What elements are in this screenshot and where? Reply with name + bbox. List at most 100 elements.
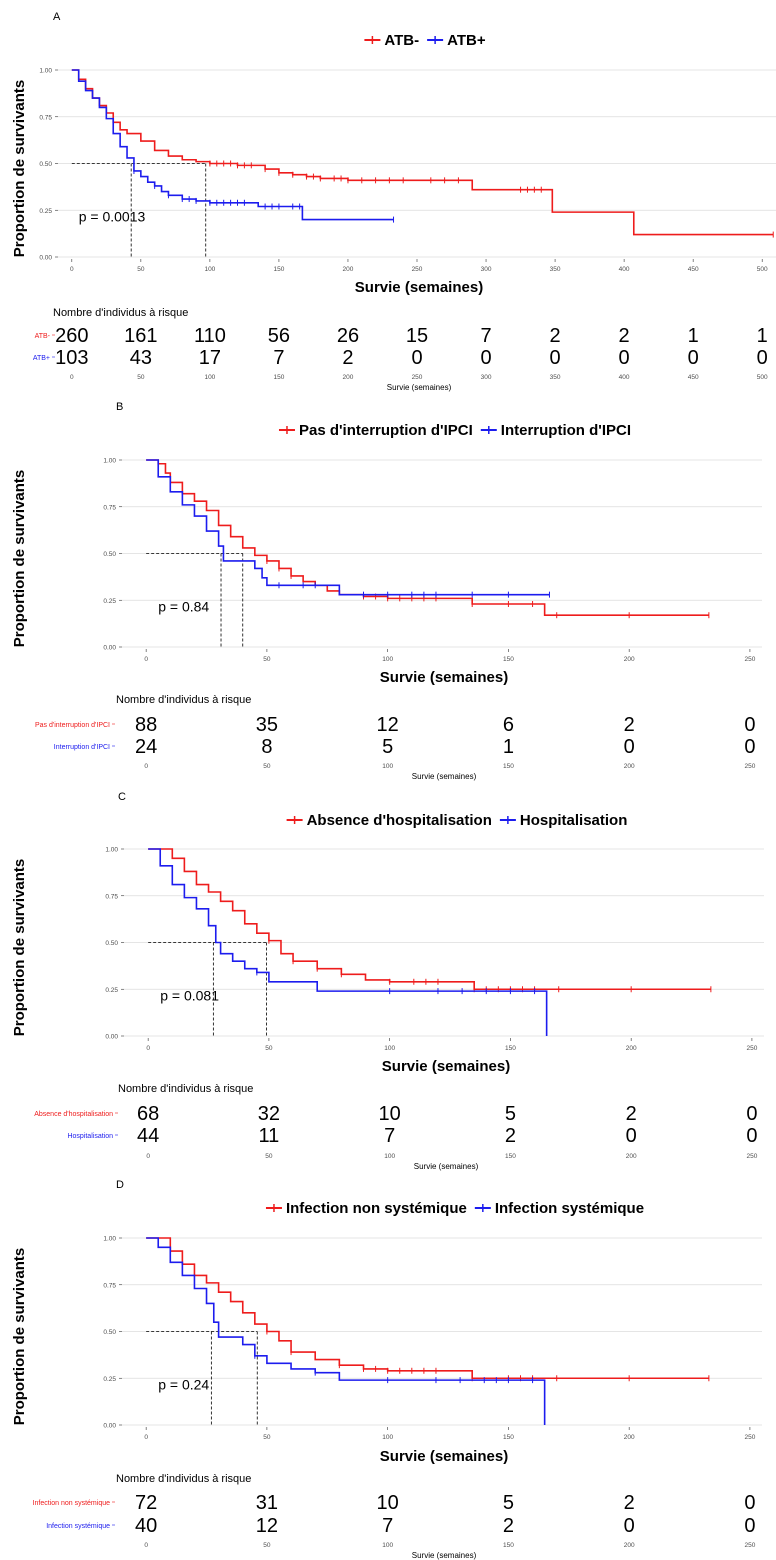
risk-value: 0 [619,347,630,369]
risk-value: 0 [744,736,755,758]
risk-x-tick-label: 200 [624,763,635,770]
risk-value: 2 [624,714,635,736]
risk-x-tick-label: 500 [757,374,768,381]
panel-c: C Absence d'hospitalisation Hospitalisatio… [11,791,764,1171]
survival-curve-blue [148,848,548,1036]
legend-label: Infection systémique [495,1200,644,1217]
y-tick-label: 0.75 [39,114,52,121]
risk-x-tick-label: 100 [382,763,393,770]
x-axis-title: Survie (semaines) [380,669,508,686]
risk-value: 2 [624,1492,635,1514]
risk-value: 0 [411,347,422,369]
risk-value: 2 [503,1515,514,1537]
panel-letter: C [118,791,126,803]
panel-d: D Infection non systémique Infection systé… [11,1179,762,1560]
legend-label: Pas d'interruption d'IPCI [299,422,473,439]
x-tick-label: 100 [382,656,393,663]
risk-row-label: Infection non systémique [33,1500,111,1507]
risk-value: 110 [194,325,226,347]
risk-table-title: Nombre d'individus à risque [118,1083,253,1095]
y-tick-label: 0.50 [103,551,116,558]
risk-x-tick-label: 200 [343,374,354,381]
x-tick-label: 250 [412,266,423,273]
risk-x-tick-label: 250 [744,763,755,770]
legend-label: Absence d'hospitalisation [307,812,492,829]
risk-value: 32 [258,1103,280,1125]
p-value: p = 0.0013 [79,208,146,224]
y-tick-label: 0.25 [103,1376,116,1383]
risk-x-tick-label: 350 [550,374,561,381]
risk-value: 0 [624,736,635,758]
risk-value: 161 [124,325,157,347]
x-tick-label: 150 [273,266,284,273]
y-axis-title: Proportion de survivants [11,470,28,648]
risk-value: 56 [268,325,290,347]
risk-x-tick-label: 50 [263,1542,271,1549]
x-tick-label: 150 [503,656,514,663]
risk-value: 5 [503,1492,514,1514]
y-tick-label: 0.50 [39,161,52,168]
y-tick-label: 1.00 [39,68,52,75]
risk-row-label: Interruption d'IPCI [54,744,110,751]
y-axis-title: Proportion de survivants [11,859,28,1037]
risk-value: 0 [624,1515,635,1537]
x-tick-label: 0 [144,1434,148,1441]
x-tick-label: 50 [137,266,145,273]
risk-x-tick-label: 0 [144,763,148,770]
risk-value: 0 [688,347,699,369]
x-tick-label: 250 [744,1434,755,1441]
risk-x-tick-label: 400 [619,374,630,381]
x-tick-label: 500 [757,266,768,273]
panel-letter: B [116,401,123,413]
risk-table-x-title: Survie (semaines) [412,772,477,781]
risk-value: 7 [273,347,284,369]
risk-row-label: ATB- [35,333,51,340]
risk-value: 72 [135,1492,157,1514]
legend: Infection non systémique Infection systém… [265,1200,644,1217]
risk-value: 44 [137,1125,159,1147]
x-axis-title: Survie (semaines) [355,279,483,296]
x-tick-label: 100 [204,266,215,273]
panel-letter: A [53,11,61,23]
x-tick-label: 300 [481,266,492,273]
risk-x-tick-label: 0 [144,1542,148,1549]
y-tick-label: 0.25 [103,598,116,605]
risk-value: 0 [746,1125,757,1147]
median-lines [71,163,207,257]
risk-row-label: ATB+ [33,355,50,362]
x-tick-label: 50 [265,1045,273,1052]
median-lines [148,942,267,1036]
risk-value: 10 [379,1103,401,1125]
risk-x-tick-label: 150 [273,374,284,381]
risk-table: Nombre d'individus à risque Infection non… [33,1473,756,1560]
x-tick-label: 400 [619,266,630,273]
risk-value: 0 [744,1492,755,1514]
risk-value: 260 [55,325,88,347]
risk-row-label: Infection systémique [46,1523,110,1530]
risk-value: 17 [199,347,221,369]
censor-marks [266,557,710,619]
risk-value: 5 [382,736,393,758]
y-tick-label: 0.25 [105,987,118,994]
survival-curve-red [71,69,774,236]
risk-value: 103 [55,347,88,369]
risk-value: 6 [503,714,514,736]
y-tick-label: 0.75 [103,1282,116,1289]
risk-value: 7 [382,1515,393,1537]
x-tick-label: 100 [384,1045,395,1052]
risk-value: 5 [505,1103,516,1125]
risk-x-tick-label: 100 [382,1542,393,1549]
risk-value: 1 [503,736,514,758]
risk-value: 7 [384,1125,395,1147]
risk-x-tick-label: 250 [412,374,423,381]
risk-table-x-title: Survie (semaines) [414,1162,479,1171]
x-tick-label: 50 [263,656,271,663]
risk-x-tick-label: 150 [505,1153,516,1160]
x-tick-label: 250 [746,1045,757,1052]
risk-x-tick-label: 250 [746,1153,757,1160]
risk-value: 24 [135,736,157,758]
risk-value: 0 [626,1125,637,1147]
